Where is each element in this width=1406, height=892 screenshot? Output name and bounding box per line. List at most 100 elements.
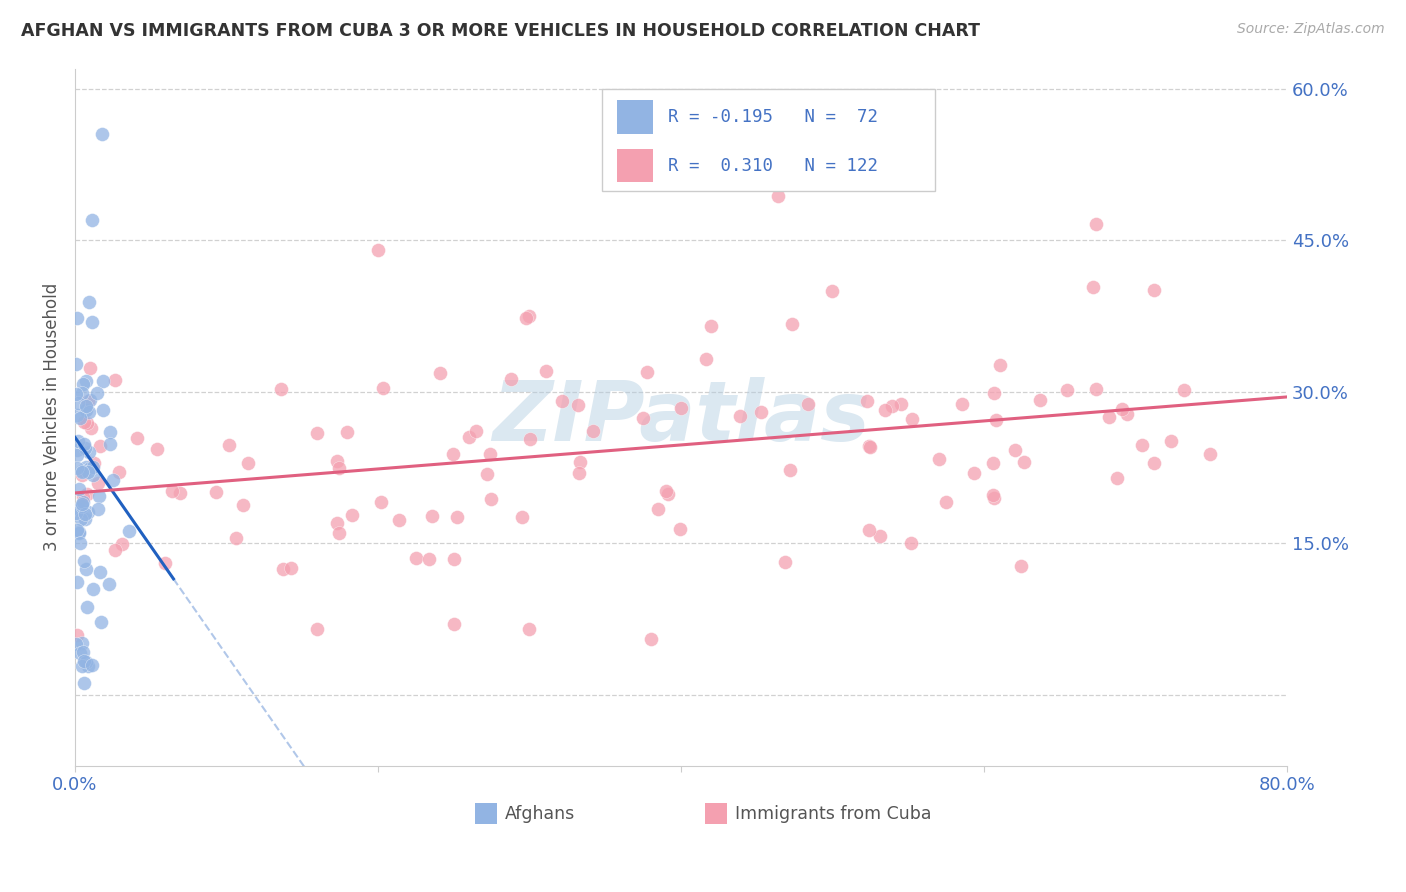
Point bbox=[671, 401, 693, 415]
Point bbox=[271, 562, 294, 576]
Point bbox=[1012, 455, 1035, 469]
Text: AFGHAN VS IMMIGRANTS FROM CUBA 3 OR MORE VEHICLES IN HOUSEHOLD CORRELATION CHART: AFGHAN VS IMMIGRANTS FROM CUBA 3 OR MORE… bbox=[21, 22, 980, 40]
FancyBboxPatch shape bbox=[617, 149, 652, 183]
Point bbox=[82, 467, 104, 482]
Point bbox=[519, 309, 541, 323]
Point bbox=[70, 497, 93, 511]
Point bbox=[551, 393, 574, 408]
Point bbox=[983, 456, 1005, 470]
Point bbox=[66, 443, 89, 458]
Point bbox=[370, 495, 392, 509]
Point bbox=[900, 536, 922, 550]
Point bbox=[79, 460, 101, 475]
Point bbox=[1143, 283, 1166, 297]
Point bbox=[1084, 217, 1107, 231]
Point bbox=[695, 351, 717, 366]
Point bbox=[569, 455, 592, 469]
Point bbox=[510, 510, 533, 524]
Point bbox=[700, 319, 723, 334]
Text: Source: ZipAtlas.com: Source: ZipAtlas.com bbox=[1237, 22, 1385, 37]
Point bbox=[75, 399, 97, 413]
Point bbox=[82, 459, 104, 474]
Point bbox=[91, 403, 114, 417]
Point bbox=[72, 491, 94, 505]
Point bbox=[73, 554, 96, 568]
Point bbox=[405, 551, 427, 566]
Point bbox=[104, 542, 127, 557]
Point bbox=[768, 189, 790, 203]
Point bbox=[72, 468, 94, 483]
Point bbox=[443, 552, 465, 566]
Point bbox=[76, 599, 98, 614]
Point bbox=[950, 397, 973, 411]
Point bbox=[446, 510, 468, 524]
Point bbox=[98, 577, 121, 591]
Point bbox=[1004, 443, 1026, 458]
Point bbox=[779, 463, 801, 477]
Point bbox=[443, 617, 465, 632]
Point bbox=[581, 424, 603, 438]
Point bbox=[1098, 410, 1121, 425]
Point bbox=[1029, 393, 1052, 408]
Point bbox=[108, 465, 131, 479]
Point bbox=[882, 399, 904, 413]
Point bbox=[77, 405, 100, 419]
Point bbox=[647, 502, 669, 516]
Point bbox=[66, 461, 89, 475]
Point bbox=[890, 397, 912, 411]
Point bbox=[669, 522, 692, 536]
Point bbox=[796, 397, 818, 411]
Point bbox=[77, 465, 100, 479]
Point bbox=[66, 396, 89, 410]
Point bbox=[328, 460, 350, 475]
Point bbox=[65, 637, 87, 651]
Point bbox=[773, 556, 796, 570]
Point bbox=[77, 394, 100, 409]
Point bbox=[988, 358, 1011, 372]
Point bbox=[111, 537, 134, 551]
Point bbox=[75, 402, 97, 417]
FancyBboxPatch shape bbox=[475, 804, 496, 824]
Point bbox=[118, 524, 141, 538]
Point bbox=[418, 551, 440, 566]
Point bbox=[70, 464, 93, 478]
Point bbox=[72, 386, 94, 401]
Point bbox=[86, 385, 108, 400]
Point bbox=[458, 430, 481, 444]
Point bbox=[87, 476, 110, 491]
FancyBboxPatch shape bbox=[602, 89, 935, 191]
Point bbox=[749, 405, 772, 419]
Point bbox=[780, 317, 803, 331]
Point bbox=[72, 644, 94, 658]
Point bbox=[464, 424, 486, 438]
Point bbox=[477, 467, 499, 482]
Point bbox=[340, 508, 363, 522]
Point bbox=[67, 502, 90, 516]
Point bbox=[336, 425, 359, 439]
Point bbox=[72, 465, 94, 479]
Point bbox=[153, 556, 176, 570]
Point bbox=[73, 654, 96, 668]
Point bbox=[72, 658, 94, 673]
Point bbox=[65, 506, 87, 520]
Point bbox=[655, 483, 678, 498]
Point bbox=[856, 393, 879, 408]
Point bbox=[984, 413, 1007, 427]
Point bbox=[567, 398, 589, 412]
Point bbox=[859, 441, 882, 455]
Point bbox=[90, 615, 112, 629]
Point bbox=[73, 507, 96, 521]
Point bbox=[1173, 384, 1195, 398]
Point bbox=[232, 498, 254, 512]
FancyBboxPatch shape bbox=[617, 101, 652, 134]
Point bbox=[66, 575, 89, 590]
Point bbox=[80, 658, 103, 673]
Point bbox=[75, 375, 97, 389]
Point bbox=[519, 432, 541, 446]
FancyBboxPatch shape bbox=[706, 804, 727, 824]
Point bbox=[69, 647, 91, 661]
Point bbox=[79, 392, 101, 407]
Point bbox=[1111, 401, 1133, 416]
Point bbox=[441, 447, 464, 461]
Point bbox=[307, 425, 329, 440]
